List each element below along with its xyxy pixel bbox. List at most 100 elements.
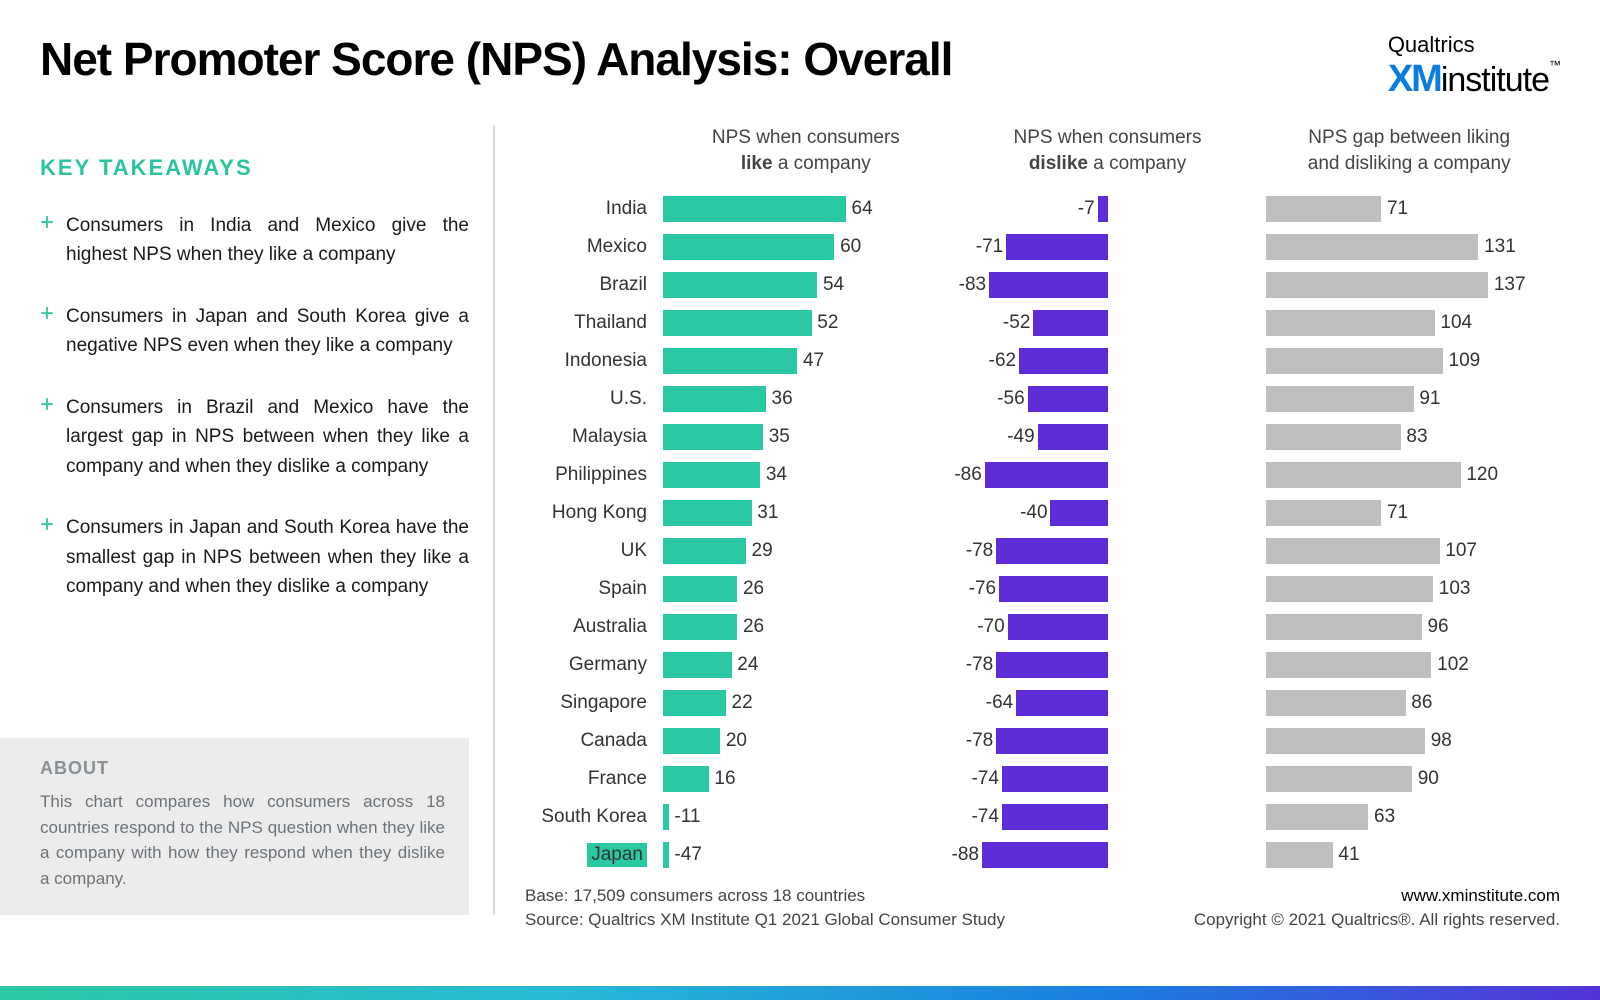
dislike-bar-cell: -52 <box>957 304 1259 342</box>
gap-bar-cell: 71 <box>1258 190 1560 228</box>
gap-bar-cell: 96 <box>1258 608 1560 646</box>
takeaway-text: Consumers in Japan and South Korea give … <box>66 302 469 361</box>
dislike-bar <box>1050 500 1107 526</box>
like-bar <box>663 614 737 640</box>
gap-bar-cell: 98 <box>1258 722 1560 760</box>
like-bar-cell: 24 <box>655 646 957 684</box>
dislike-bar-cell: -86 <box>957 456 1259 494</box>
chart-row: Indonesia47-62109 <box>525 342 1560 380</box>
dislike-bar-cell: -49 <box>957 418 1259 456</box>
like-value: 52 <box>817 312 838 334</box>
like-value: 26 <box>743 578 764 600</box>
country-label: Mexico <box>525 236 655 258</box>
dislike-bar-cell: -83 <box>957 266 1259 304</box>
like-bar-cell: 64 <box>655 190 957 228</box>
chart-row: UK29-78107 <box>525 532 1560 570</box>
like-bar <box>663 500 752 526</box>
takeaway-item: +Consumers in Japan and South Korea give… <box>40 302 469 361</box>
like-bar <box>663 424 763 450</box>
dislike-bar <box>1038 424 1108 450</box>
chart-row: Australia26-7096 <box>525 608 1560 646</box>
dislike-bar-cell: -88 <box>957 836 1259 874</box>
gap-value: 86 <box>1411 692 1432 714</box>
gap-bar-cell: 104 <box>1258 304 1560 342</box>
gap-value: 63 <box>1374 806 1395 828</box>
country-label: U.S. <box>525 388 655 410</box>
like-value: 36 <box>772 388 793 410</box>
dislike-bar <box>1002 766 1108 792</box>
dislike-bar <box>1028 386 1108 412</box>
country-label: Brazil <box>525 274 655 296</box>
like-bar-cell: 47 <box>655 342 957 380</box>
chart-rows: India64-771Mexico60-71131Brazil54-83137T… <box>525 190 1560 874</box>
footer-copyright: Copyright © 2021 Qualtrics®. All rights … <box>1194 908 1560 932</box>
column-header-like: NPS when consumerslike a company <box>655 125 957 176</box>
gap-bar <box>1266 234 1478 260</box>
dislike-bar <box>996 652 1107 678</box>
dislike-value: -40 <box>1020 502 1047 524</box>
dislike-bar-cell: -62 <box>957 342 1259 380</box>
dislike-bar-cell: -74 <box>957 798 1259 836</box>
dislike-value: -76 <box>969 578 996 600</box>
like-bar <box>663 842 669 868</box>
like-value: -47 <box>674 844 701 866</box>
chart-row: France16-7490 <box>525 760 1560 798</box>
dislike-bar-cell: -76 <box>957 570 1259 608</box>
country-label: Japan <box>525 843 655 867</box>
dislike-bar <box>1006 234 1107 260</box>
gap-value: 90 <box>1418 768 1439 790</box>
country-label: Australia <box>525 616 655 638</box>
chart-row: Malaysia35-4983 <box>525 418 1560 456</box>
plus-icon: + <box>40 211 54 270</box>
footer: Base: 17,509 consumers across 18 countri… <box>525 884 1560 932</box>
about-text: This chart compares how consumers across… <box>40 789 445 891</box>
dislike-value: -7 <box>1078 198 1095 220</box>
dislike-bar-cell: -7 <box>957 190 1259 228</box>
gap-value: 131 <box>1484 236 1516 258</box>
dislike-value: -71 <box>976 236 1003 258</box>
gap-bar <box>1266 766 1412 792</box>
like-bar-cell: 54 <box>655 266 957 304</box>
dislike-value: -56 <box>997 388 1024 410</box>
page-title: Net Promoter Score (NPS) Analysis: Overa… <box>40 32 952 86</box>
dislike-bar <box>1098 196 1108 222</box>
dislike-value: -62 <box>989 350 1016 372</box>
dislike-value: -64 <box>986 692 1013 714</box>
chart-row: U.S. 36 -56 91 <box>525 380 1560 418</box>
gap-value: 107 <box>1445 540 1477 562</box>
footer-left: Base: 17,509 consumers across 18 countri… <box>525 884 1005 932</box>
like-bar <box>663 766 709 792</box>
dislike-value: -74 <box>971 806 998 828</box>
like-bar-cell: 34 <box>655 456 957 494</box>
country-label: Canada <box>525 730 655 752</box>
gap-bar <box>1266 386 1413 412</box>
like-bar <box>663 234 834 260</box>
gap-value: 71 <box>1387 502 1408 524</box>
like-bar-cell: 60 <box>655 228 957 266</box>
key-takeaways-heading: KEY TAKEAWAYS <box>40 155 469 181</box>
gap-value: 91 <box>1419 388 1440 410</box>
gap-bar-cell: 91 <box>1258 380 1560 418</box>
takeaway-item: +Consumers in India and Mexico give the … <box>40 211 469 270</box>
like-bar <box>663 272 817 298</box>
gap-bar-cell: 83 <box>1258 418 1560 456</box>
takeaway-text: Consumers in Japan and South Korea have … <box>66 513 469 601</box>
dislike-bar-cell: -74 <box>957 760 1259 798</box>
gap-bar-cell: 90 <box>1258 760 1560 798</box>
country-label: UK <box>525 540 655 562</box>
dislike-bar <box>1016 690 1107 716</box>
footer-url: www.xminstitute.com <box>1194 884 1560 908</box>
country-label: India <box>525 198 655 220</box>
gap-bar <box>1266 538 1439 564</box>
dislike-bar-cell: -64 <box>957 684 1259 722</box>
like-bar-cell: -11 <box>655 798 957 836</box>
country-label: Malaysia <box>525 426 655 448</box>
chart-row: India 64 -7 71 <box>525 190 1560 228</box>
takeaway-item: +Consumers in Brazil and Mexico have the… <box>40 393 469 481</box>
about-box: ABOUT This chart compares how consumers … <box>0 738 469 915</box>
country-label: Spain <box>525 578 655 600</box>
logo-xm-institute: XMinstitute™ <box>1388 58 1560 101</box>
gap-bar-cell: 41 <box>1258 836 1560 874</box>
gap-bar-cell: 102 <box>1258 646 1560 684</box>
like-value: 64 <box>852 198 873 220</box>
